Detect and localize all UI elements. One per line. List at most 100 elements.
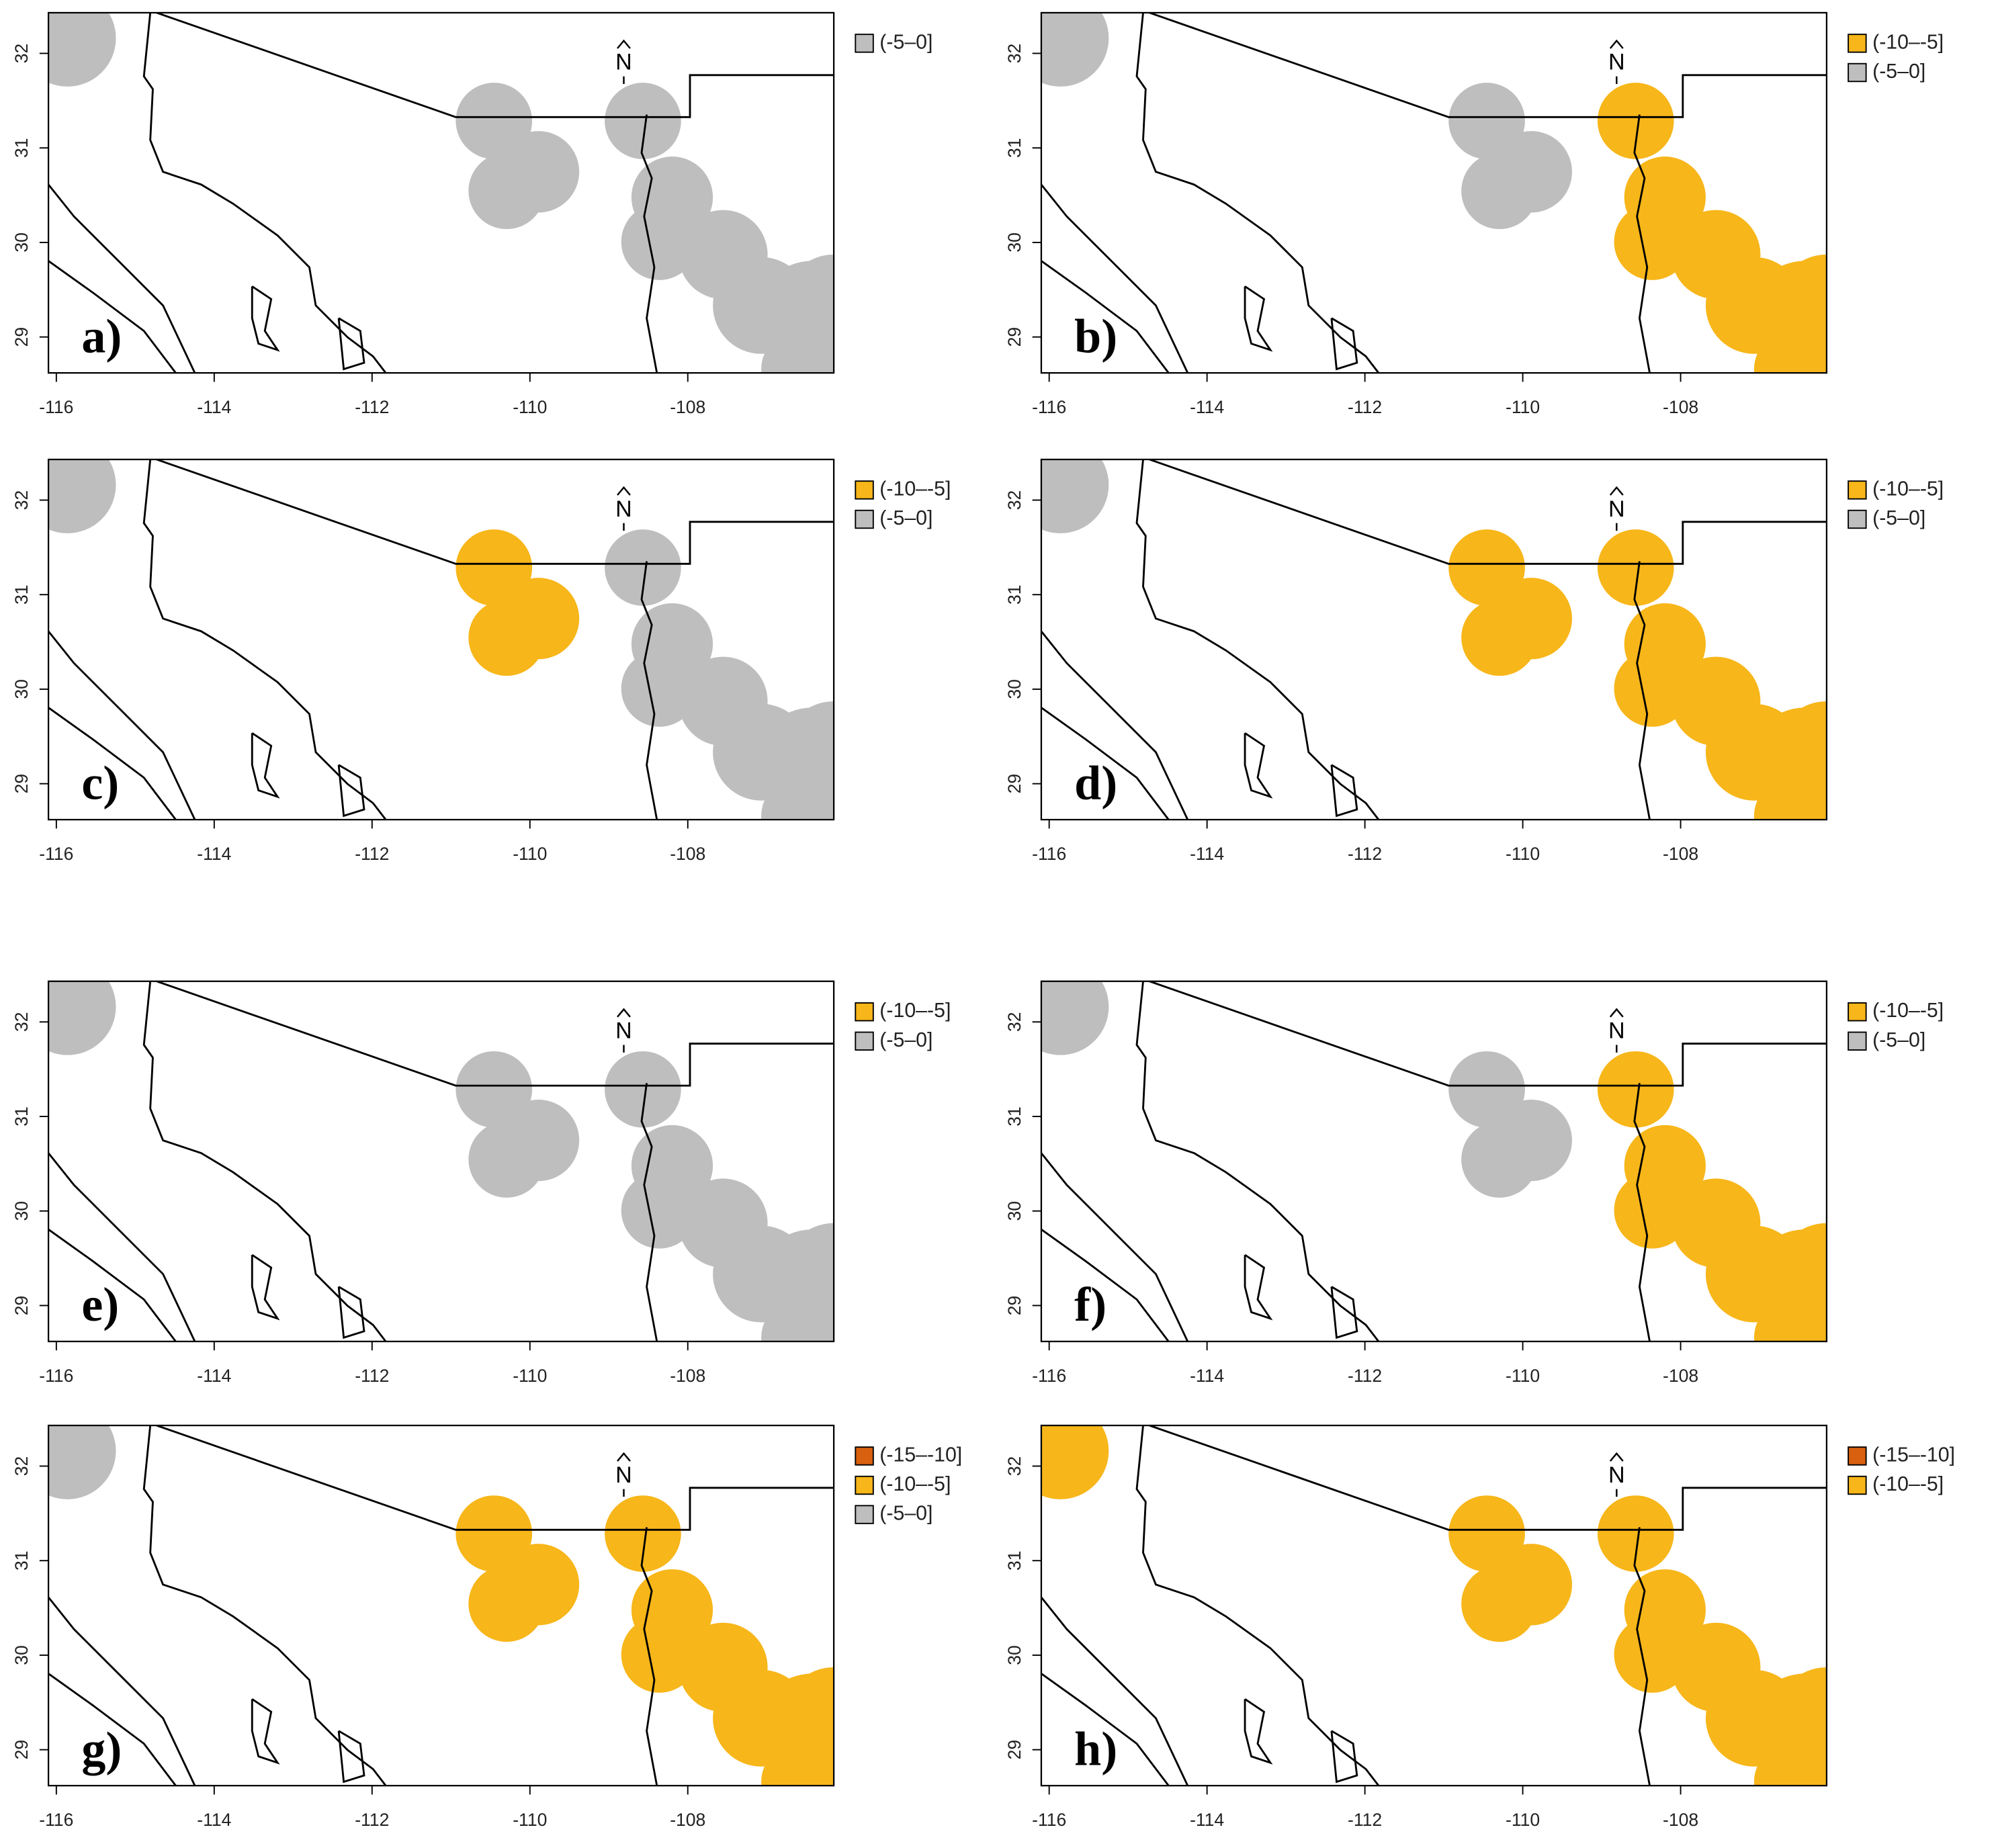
legend-label: (-10–-5] [1872,478,1944,500]
y-tick-label: 30 [11,1201,32,1221]
legend-label: (-5–0] [1872,1029,1925,1051]
range-area [1776,1667,1827,1769]
range-area [455,83,533,159]
y-tick-label: 32 [1004,44,1025,64]
boundary [1149,981,1827,1087]
plot-frame [47,11,835,374]
x-tick-label: -116 [39,1810,73,1830]
legend-swatch [855,34,874,53]
range-area [1448,83,1525,159]
boundary [48,183,196,373]
map-area [48,12,834,373]
boundary [1041,1673,1170,1786]
map-area [1041,12,1827,373]
y-tick-label: 32 [11,1456,32,1477]
map-area [48,459,834,820]
y-tick-label: 30 [1004,679,1025,699]
boundary [337,1730,365,1784]
y-tick-label: 31 [1004,1106,1025,1127]
boundary [1244,285,1273,352]
range-area [1597,529,1674,606]
range-area [1614,1616,1691,1693]
x-tick-label: -114 [197,844,231,864]
panel-label: f) [1074,1278,1107,1331]
legend-label: (-5–0] [879,1029,932,1051]
range-area [783,701,834,803]
range-area [783,254,834,357]
map-panel: Nd) -116 -114 -112 -110 -108 29 30 31 32 (-10–-5] (… [1004,458,1944,864]
y-tick-label: 29 [1004,1740,1025,1760]
boundary [48,630,196,820]
range-area [1461,1565,1538,1642]
boundary [1041,1596,1189,1786]
legend-label: (-5–0] [879,507,932,529]
x-tick-label: -116 [39,397,73,417]
y-tick-label: 30 [1004,232,1025,253]
range-area [621,650,698,727]
north-arrow [617,1452,631,1462]
range-area [621,204,698,280]
north-label: N [615,1018,632,1044]
x-tick-label: -110 [513,1810,547,1830]
map-panel: Ne) -116 -114 -112 -110 -108 29 30 31 32 (-10–-5] (… [11,980,951,1386]
boundary [1149,1425,1827,1531]
boundary [640,114,658,373]
boundary [1633,1083,1651,1341]
boundary [156,981,834,1087]
y-tick-label: 29 [11,1296,32,1316]
boundary [156,1425,834,1531]
boundary [142,459,387,820]
legend-swatch [855,509,874,529]
boundary [1244,732,1273,799]
boundary [640,1527,658,1786]
boundary [1041,707,1170,820]
panel-label: h) [1074,1722,1117,1775]
plot-frame [47,980,835,1343]
boundary [156,459,834,565]
x-tick-label: -114 [1190,844,1224,864]
range-area [1776,254,1827,357]
legend-label: (-10–-5] [879,478,951,500]
x-tick-label: -110 [513,1366,547,1386]
range-area [48,12,116,87]
x-tick-label: -112 [355,1810,389,1830]
y-tick-label: 29 [11,774,32,793]
plot-frame [47,458,835,821]
legend-swatch [1848,1031,1867,1051]
y-tick-label: 29 [11,327,32,347]
x-tick-label: -116 [39,844,73,864]
legend-label: (-15–-10] [1872,1444,1955,1466]
north-arrow [617,486,631,496]
north-label: N [1608,50,1625,75]
legend-label: (-15–-10] [879,1444,962,1466]
boundary [156,12,834,118]
x-tick-label: -112 [1348,397,1382,417]
y-tick-label: 29 [1004,1296,1025,1316]
x-tick-label: -108 [1663,1810,1698,1830]
range-area [1776,1223,1827,1325]
panel-label: c) [81,756,119,809]
map-panel: Nh) -116 -114 -112 -110 -108 29 30 31 32 (-15–-10]… [1004,1424,1955,1830]
legend-swatch [855,1505,874,1524]
plot-frame [1040,11,1828,374]
boundary [251,1253,280,1321]
range-area [1597,1495,1674,1572]
boundary [251,1698,280,1765]
x-tick-label: -116 [1032,1810,1066,1830]
x-tick-label: -110 [1506,397,1540,417]
boundary [251,732,280,799]
x-tick-label: -116 [1032,397,1066,417]
plot-frame [1040,980,1828,1343]
boundary [640,1083,658,1341]
plot-frame [1040,1424,1828,1787]
range-area [605,529,681,606]
range-area [1041,1425,1109,1499]
x-tick-label: -108 [670,844,705,864]
range-area [1776,701,1827,803]
legend-swatch [1848,1475,1867,1495]
legend-swatch [1848,34,1867,53]
y-tick-label: 30 [1004,1645,1025,1665]
legend-swatch [1848,1002,1867,1022]
legend-label: (-10–-5] [1872,1473,1944,1495]
